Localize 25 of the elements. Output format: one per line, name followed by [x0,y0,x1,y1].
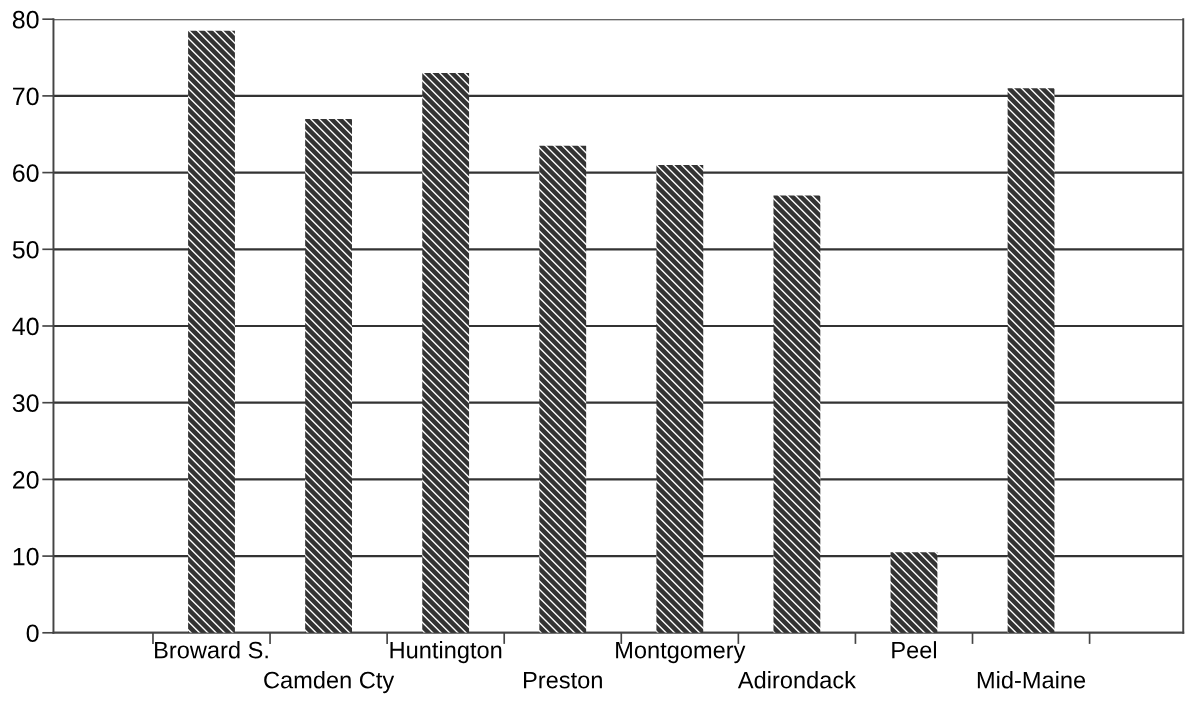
y-tick-label: 30 [12,394,39,412]
x-tick-label: Huntington [390,641,502,664]
y-tick-label: 70 [13,87,39,106]
y-tick-label: 10 [13,547,39,566]
bar [773,195,821,633]
y-tick-label: 50 [12,240,39,259]
bar [422,72,470,633]
y-tick-label: 0 [26,624,39,643]
y-tick-label: 20 [13,470,39,489]
bar [1007,88,1055,633]
x-tick-label: Preston [524,671,602,689]
bar [539,145,587,633]
y-tick-label: 60 [13,164,39,182]
x-tick-label: Broward S. [155,641,268,659]
x-tick-label: Camden Cty [264,671,395,694]
x-tick-label: Adirondack [737,671,856,689]
bar [188,30,235,633]
x-tick-label: Peel [892,641,937,659]
bar [656,164,704,633]
y-tick-label: 80 [12,10,39,29]
x-tick-label: Montgomery [616,641,746,664]
bar [890,552,938,633]
bar [305,118,353,633]
x-tick-label: Mid-Maine [977,671,1086,689]
y-tick-label: 40 [12,317,39,336]
